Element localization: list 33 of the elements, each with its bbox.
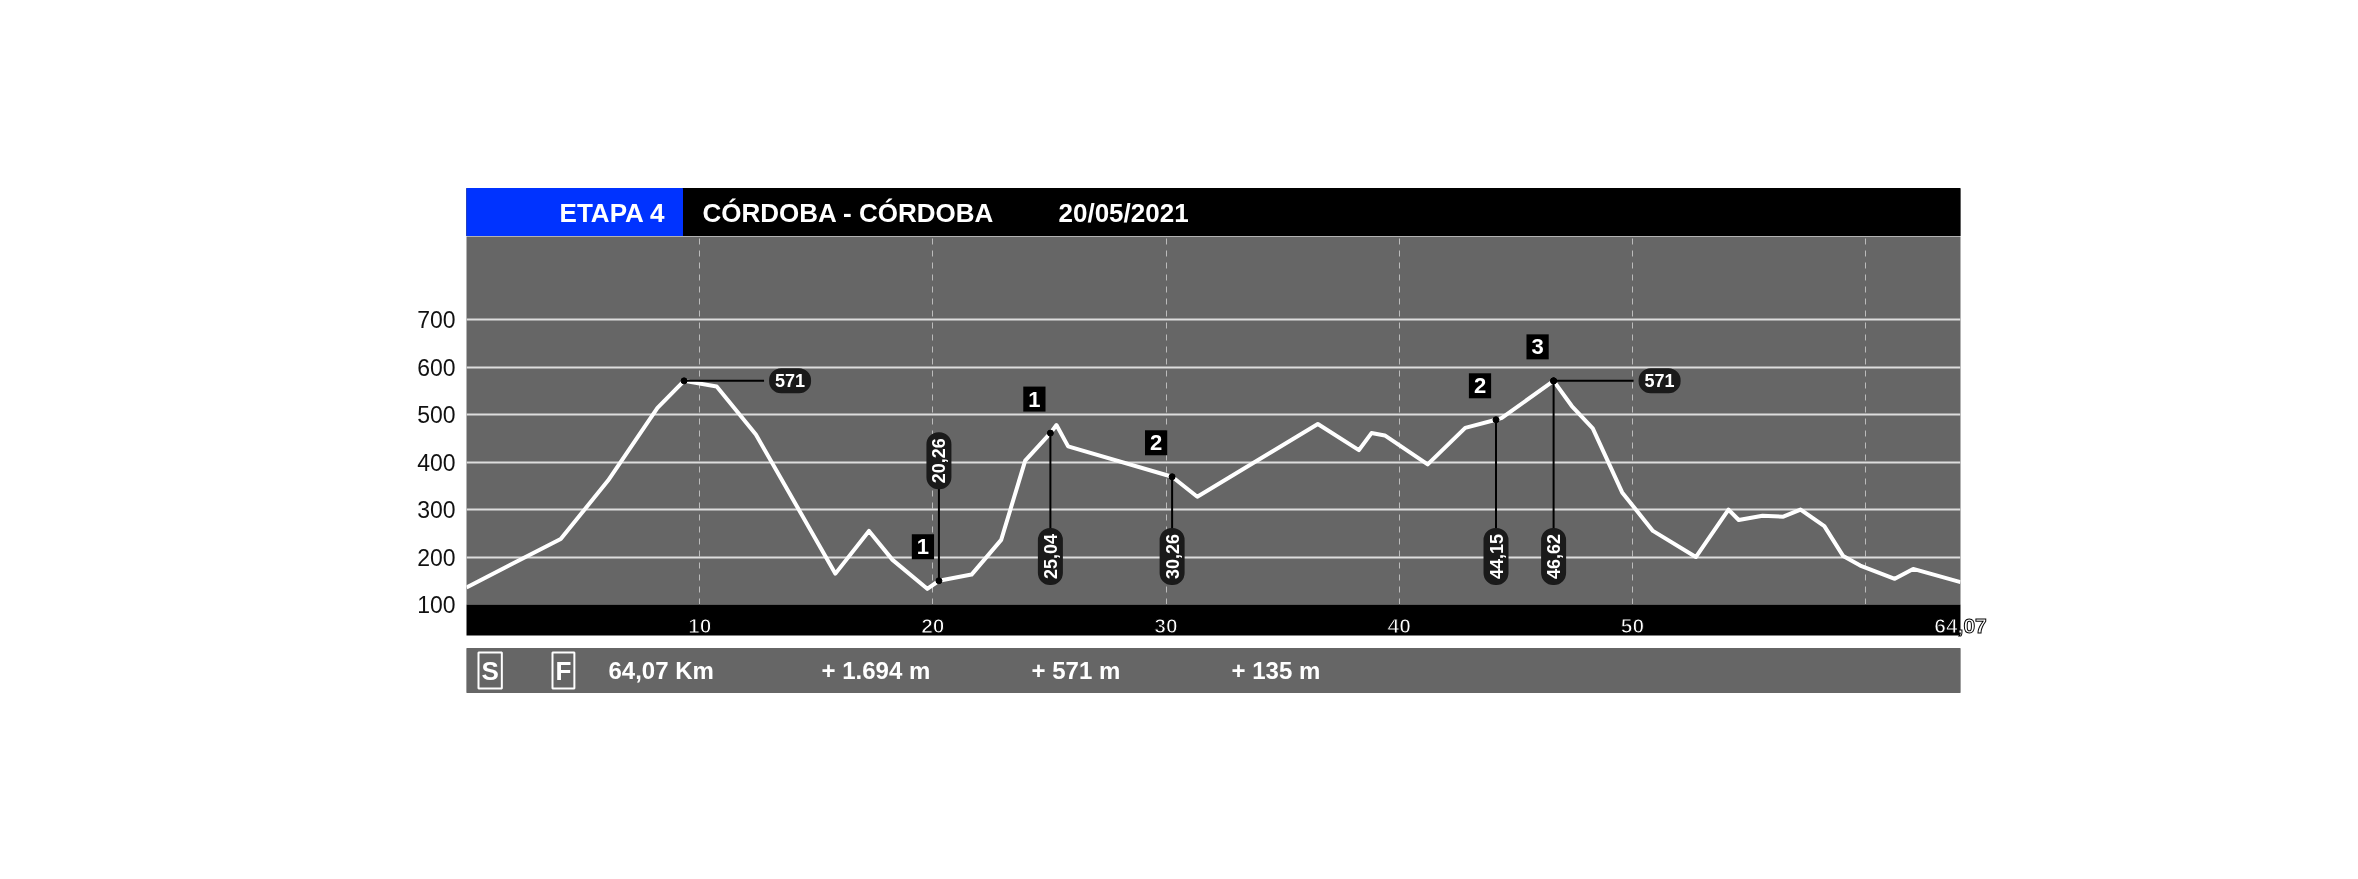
- annotation: 2: [1473, 373, 1487, 399]
- ref-line-label: 30,26: [1162, 533, 1183, 580]
- annotation: 2: [1149, 430, 1163, 456]
- x-tick-label: 20: [921, 613, 945, 637]
- ref-line-label: 44,15: [1486, 533, 1507, 580]
- annotation: 571: [1644, 371, 1675, 392]
- annotation: 1: [1028, 386, 1041, 412]
- annotation: 1: [916, 534, 930, 560]
- annotation: 571: [775, 371, 806, 392]
- x-tick-label: 50: [1620, 613, 1645, 637]
- x-tick-label: 10: [688, 613, 712, 637]
- text: + 135 m: [1231, 657, 1321, 684]
- y-tick-label: 300: [417, 497, 456, 524]
- y-tick-label: 700: [417, 307, 456, 334]
- text: 20/05/2021: [1058, 197, 1189, 228]
- text: + 571 m: [1031, 657, 1121, 684]
- y-tick-label: 400: [417, 449, 456, 476]
- annotation: 3: [1531, 334, 1544, 360]
- text: S: [481, 655, 499, 686]
- text: 64,07 Km: [608, 657, 714, 684]
- y-tick-label: 500: [417, 402, 456, 429]
- x-tick-label: 30: [1154, 613, 1178, 637]
- chart-subtitle: CÓRDOBA - CÓRDOBA: [702, 197, 994, 228]
- text: + 1.694 m: [821, 657, 931, 684]
- text: F: [555, 655, 572, 686]
- chart-title: ETAPA 4: [559, 197, 666, 228]
- ref-line-label: 20,26: [929, 438, 950, 484]
- ref-line-label: 25,04: [1040, 533, 1061, 580]
- y-tick-label: 100: [417, 592, 456, 618]
- ref-line-label: 46,62: [1544, 533, 1565, 580]
- y-tick-label: 600: [417, 354, 456, 381]
- y-tick-label: 200: [417, 544, 456, 571]
- x-tick-label: 40: [1387, 613, 1411, 637]
